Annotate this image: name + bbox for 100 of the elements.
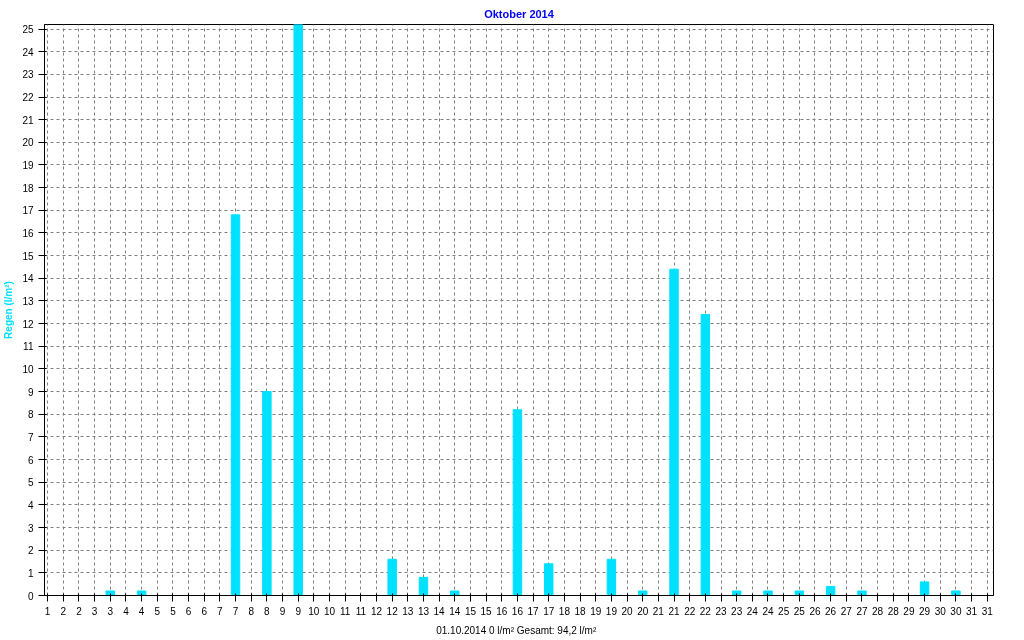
y-tick-label: 14 [22, 273, 34, 285]
x-tick-label: 14 [449, 605, 461, 617]
x-tick-label: 11 [355, 605, 367, 617]
x-tick-label: 3 [107, 605, 114, 617]
x-tick-label: 9 [295, 605, 302, 617]
x-tick-label: 13 [417, 605, 430, 617]
y-tick-label: 16 [22, 227, 34, 239]
y-tick-label: 6 [27, 454, 34, 466]
y-tick-label: 19 [22, 159, 34, 171]
x-tick-label: 24 [746, 605, 759, 617]
bar [606, 558, 617, 596]
y-tick-label: 23 [22, 69, 34, 81]
x-tick-label: 12 [386, 605, 399, 617]
y-axis-title: Regen (l/m²) [3, 281, 15, 339]
x-tick-label: 31 [966, 605, 978, 617]
x-tick-label: 22 [699, 605, 712, 617]
y-tick-label: 15 [22, 250, 34, 262]
x-tick-label: 21 [668, 605, 681, 617]
bar [669, 268, 679, 596]
bar [794, 590, 805, 596]
x-tick-label: 27 [856, 605, 868, 617]
x-tick-label: 8 [248, 605, 255, 617]
x-tick-label: 30 [934, 605, 947, 617]
y-tick-label: 11 [23, 341, 34, 353]
x-tick-label: 20 [637, 605, 649, 617]
x-tick-label: 22 [684, 605, 696, 617]
bar [418, 576, 429, 596]
x-tick-label: 7 [217, 605, 224, 617]
bar [919, 581, 930, 596]
bar [293, 24, 303, 596]
x-tick-label: 27 [840, 605, 853, 617]
x-tick-label: 5 [154, 605, 161, 617]
bar [136, 590, 147, 596]
x-tick-label: 10 [323, 605, 336, 617]
x-tick-label: 19 [590, 605, 602, 617]
x-tick-label: 17 [527, 605, 540, 617]
y-tick-label: 12 [22, 318, 34, 330]
y-tick-label: 7 [27, 431, 34, 443]
x-tick-label: 16 [511, 605, 524, 617]
x-tick-label: 17 [543, 605, 555, 617]
x-tick-label: 4 [123, 605, 130, 617]
x-tick-label: 28 [872, 605, 884, 617]
x-tick-label: 20 [621, 605, 634, 617]
bar [105, 590, 115, 596]
x-tick-label: 2 [60, 605, 67, 617]
x-tick-label: 19 [605, 605, 618, 617]
x-tick-label: 4 [138, 605, 145, 617]
x-tick-label: 29 [919, 605, 931, 617]
x-tick-label: 24 [762, 605, 774, 617]
x-tick-label: 23 [731, 605, 743, 617]
text: 01.10.2014 0 l/m² Gesamt: 94,2 l/m² [436, 624, 597, 636]
x-tick-label: 5 [170, 605, 177, 617]
x-tick-label: 1 [44, 605, 51, 617]
x-tick-label: 13 [402, 605, 414, 617]
x-tick-label: 14 [433, 605, 446, 617]
y-tick-label: 1 [27, 567, 34, 579]
bar [262, 391, 272, 596]
y-tick-label: 24 [22, 46, 34, 58]
bar [951, 590, 961, 596]
bar [731, 590, 742, 596]
x-tick-label: 6 [185, 605, 192, 617]
x-tick-label: 9 [279, 605, 286, 617]
bar [825, 585, 836, 596]
x-tick-label: 28 [887, 605, 900, 617]
y-tick-label: 13 [22, 295, 34, 307]
x-tick-label: 25 [793, 605, 806, 617]
bar [700, 314, 711, 596]
y-tick-label: 9 [27, 386, 34, 398]
y-tick-label: 3 [27, 522, 34, 534]
x-tick-label: 8 [264, 605, 271, 617]
x-tick-label: 26 [809, 605, 821, 617]
x-tick-label: 31 [981, 605, 994, 617]
y-tick-label: 18 [22, 182, 34, 194]
y-tick-label: 20 [22, 137, 34, 149]
bar [544, 563, 554, 596]
bar [637, 590, 648, 596]
y-tick-label: 25 [22, 24, 34, 36]
y-tick-label: 5 [27, 477, 34, 489]
x-tick-label: 3 [91, 605, 98, 617]
x-tick-label: 7 [232, 605, 239, 617]
bar [512, 409, 523, 596]
x-tick-label: 21 [652, 605, 665, 617]
x-tick-label: 11 [339, 605, 351, 617]
y-tick-label: 2 [27, 545, 34, 557]
y-tick-label: 0 [27, 590, 34, 602]
y-tick-label: 17 [22, 205, 34, 217]
y-tick-label: 22 [22, 92, 34, 104]
x-tick-label: 15 [464, 605, 477, 617]
x-tick-label: 30 [950, 605, 962, 617]
x-tick-label: 10 [308, 605, 320, 617]
x-tick-label: 16 [496, 605, 508, 617]
y-tick-label: 10 [22, 363, 34, 375]
bar [230, 214, 241, 596]
x-tick-label: 23 [715, 605, 728, 617]
x-tick-label: 12 [370, 605, 383, 617]
x-tick-label: 18 [574, 605, 587, 617]
x-tick-label: 26 [825, 605, 837, 617]
y-tick-label: 21 [22, 114, 34, 126]
bar [763, 590, 773, 596]
y-tick-label: 8 [27, 409, 34, 421]
